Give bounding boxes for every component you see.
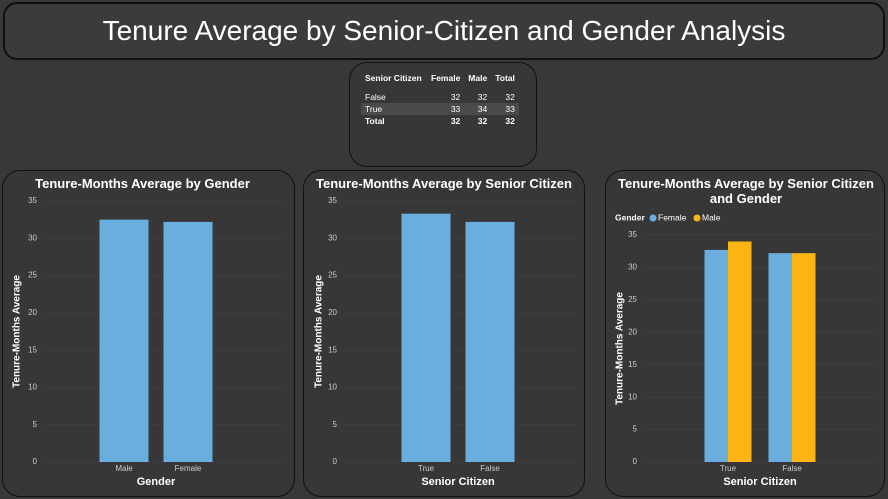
y-tick-label: 20	[628, 327, 637, 336]
th: Senior Citizen	[365, 73, 422, 83]
dashboard-title: Tenure Average by Senior-Citizen and Gen…	[3, 2, 885, 60]
bar	[728, 241, 752, 462]
th: Total	[495, 73, 515, 83]
x-tick-label: Male	[115, 464, 133, 473]
y-tick-label: 25	[328, 271, 337, 280]
x-tick-label: Female	[175, 464, 202, 473]
cell: 32	[450, 92, 461, 102]
y-tick-label: 30	[28, 233, 37, 242]
x-axis-title: Senior Citizen	[723, 476, 797, 488]
legend-label: Female	[658, 212, 687, 222]
cell: Total	[365, 116, 385, 126]
x-tick-label: True	[418, 464, 435, 473]
legend-title: Gender	[615, 212, 645, 222]
y-tick-label: 0	[633, 457, 638, 466]
cell: 33	[491, 103, 519, 115]
y-tick-label: 15	[28, 345, 37, 354]
y-tick-label: 10	[328, 383, 337, 392]
cell: False	[365, 92, 386, 102]
y-tick-label: 15	[628, 360, 637, 369]
cell: 32	[505, 92, 515, 102]
cell: 33	[427, 103, 465, 115]
y-tick-label: 10	[28, 383, 37, 392]
cell: 32	[450, 116, 461, 126]
y-tick-label: 0	[333, 457, 338, 466]
bar	[163, 221, 213, 462]
y-tick-label: 25	[628, 295, 637, 304]
y-axis-title: Tenure-Months Average	[12, 275, 23, 388]
bar	[465, 221, 515, 462]
y-tick-label: 30	[328, 233, 337, 242]
y-tick-label: 5	[333, 420, 338, 429]
bar	[401, 213, 451, 462]
th: Male	[468, 73, 488, 83]
x-tick-label: True	[720, 464, 737, 473]
bar	[704, 249, 728, 462]
legend-swatch	[649, 214, 657, 222]
chart-title: Tenure-Months Average by Senior Citizen …	[618, 176, 874, 206]
chart-title: Tenure-Months Average by Gender	[35, 176, 250, 191]
y-tick-label: 15	[328, 345, 337, 354]
summary-table: Senior Citizen Female Male Total False 32 32 3…	[361, 72, 519, 127]
bar	[768, 253, 792, 462]
cell: 32	[477, 92, 488, 102]
x-axis-title: Gender	[137, 476, 176, 488]
legend-label: Male	[702, 212, 721, 222]
x-tick-label: False	[782, 464, 802, 473]
cell: True	[361, 103, 427, 115]
y-axis-title: Tenure-Months Average	[615, 292, 626, 405]
y-axis-title: Tenure-Months Average	[314, 275, 325, 388]
y-tick-label: 20	[28, 308, 37, 317]
y-tick-label: 25	[28, 271, 37, 280]
y-tick-label: 35	[328, 196, 337, 205]
cell: 32	[477, 116, 488, 126]
y-tick-label: 0	[33, 457, 38, 466]
y-tick-label: 30	[628, 263, 637, 272]
x-tick-label: False	[480, 464, 500, 473]
bar	[792, 253, 816, 462]
y-tick-label: 20	[328, 308, 337, 317]
th: Female	[431, 73, 461, 83]
y-tick-label: 10	[628, 392, 637, 401]
cell: 34	[464, 103, 492, 115]
legend-swatch	[693, 214, 701, 222]
chart-title: Tenure-Months Average by Senior Citizen	[316, 176, 572, 191]
x-axis-title: Senior Citizen	[421, 476, 495, 488]
y-tick-label: 5	[633, 425, 638, 434]
y-tick-label: 35	[28, 196, 37, 205]
cell: 32	[505, 116, 515, 126]
y-tick-label: 5	[33, 420, 38, 429]
bar	[99, 219, 149, 462]
y-tick-label: 35	[628, 230, 637, 239]
